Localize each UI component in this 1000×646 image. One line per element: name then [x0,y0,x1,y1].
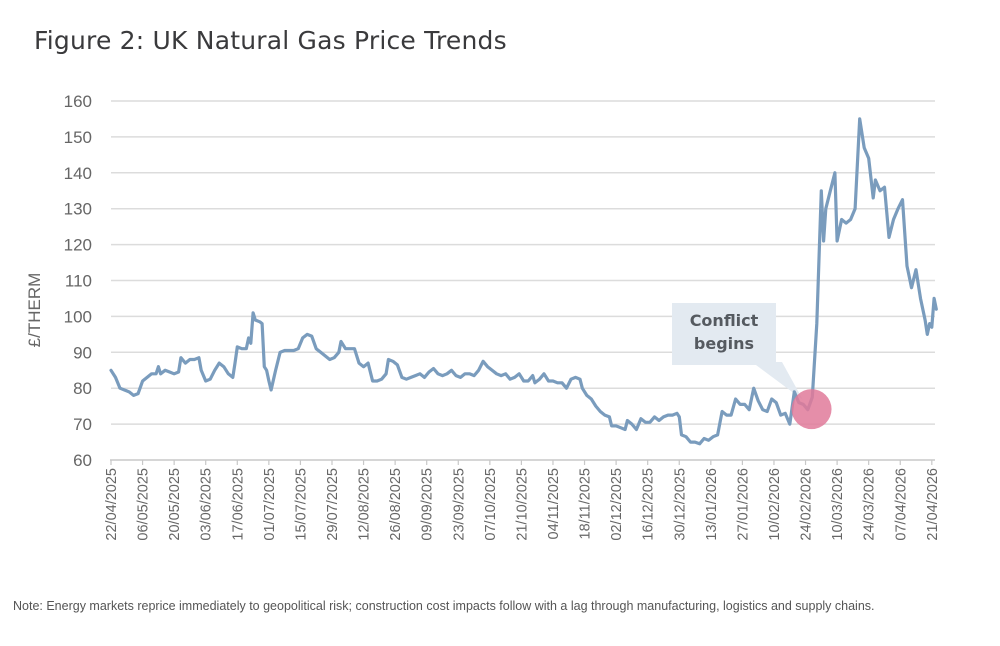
x-tick-label: 21/10/2025 [514,468,530,541]
y-tick-label: 60 [73,451,92,470]
callout-text-line2: begins [694,334,754,353]
x-tick-label: 24/02/2026 [799,468,815,541]
x-tick-label: 01/07/2025 [262,468,278,541]
x-tick-label: 20/05/2025 [167,468,183,541]
x-tick-label: 02/12/2025 [609,468,625,541]
y-tick-label: 110 [65,272,92,291]
x-tick-label: 10/02/2026 [767,468,783,541]
y-tick-label: 120 [64,236,92,255]
x-tick-label: 17/06/2025 [230,468,246,541]
y-axis-label: £/THERM [25,273,44,348]
x-tick-label: 09/09/2025 [420,468,436,541]
x-tick-label: 30/12/2025 [672,468,688,541]
x-axis: 22/04/2025 06/05/2025 20/05/2025 03/06/2025… [104,459,941,541]
callout-pointer [752,362,803,400]
y-tick-label: 160 [64,92,92,111]
y-tick-label: 90 [73,343,92,362]
y-tick-label: 130 [64,200,92,219]
chart-note: Note: Energy markets reprice immediately… [13,599,875,613]
x-tick-label: 15/07/2025 [293,468,309,541]
x-tick-label: 03/06/2025 [199,468,215,541]
y-tick-label: 70 [73,415,92,434]
y-tick-label: 100 [64,307,92,326]
conflict-callout: Conflict begins [672,303,803,400]
x-tick-label: 21/04/2026 [925,468,941,541]
y-tick-label: 140 [64,164,92,183]
x-tick-label: 27/01/2026 [735,468,751,541]
x-tick-label: 13/01/2026 [704,468,720,541]
x-tick-label: 22/04/2025 [104,468,120,541]
x-tick-label: 10/03/2026 [830,468,846,541]
y-tick-label: 80 [73,379,92,398]
x-tick-label: 24/03/2026 [862,468,878,541]
x-tick-label: 18/11/2025 [578,468,594,540]
x-tick-label: 07/10/2025 [483,468,499,541]
callout-text-line1: Conflict [690,311,759,330]
gridlines [111,100,935,425]
chart-title: Figure 2: UK Natural Gas Price Trends [34,26,507,55]
x-tick-label: 12/08/2025 [357,468,373,541]
x-tick-label: 26/08/2025 [388,468,404,541]
conflict-marker [791,389,832,430]
x-tick-label: 04/11/2025 [546,468,562,540]
x-tick-label: 06/05/2025 [136,468,152,541]
y-tick-label: 150 [64,128,92,147]
x-tick-label: 23/09/2025 [451,468,467,541]
x-tick-label: 07/04/2026 [893,468,909,541]
y-axis-ticks: 60 70 80 90 100 110 120 130 140 150 160 [64,92,92,470]
x-tick-label: 16/12/2025 [641,468,657,541]
callout-box [672,303,776,365]
x-tick-label: 29/07/2025 [325,468,341,541]
